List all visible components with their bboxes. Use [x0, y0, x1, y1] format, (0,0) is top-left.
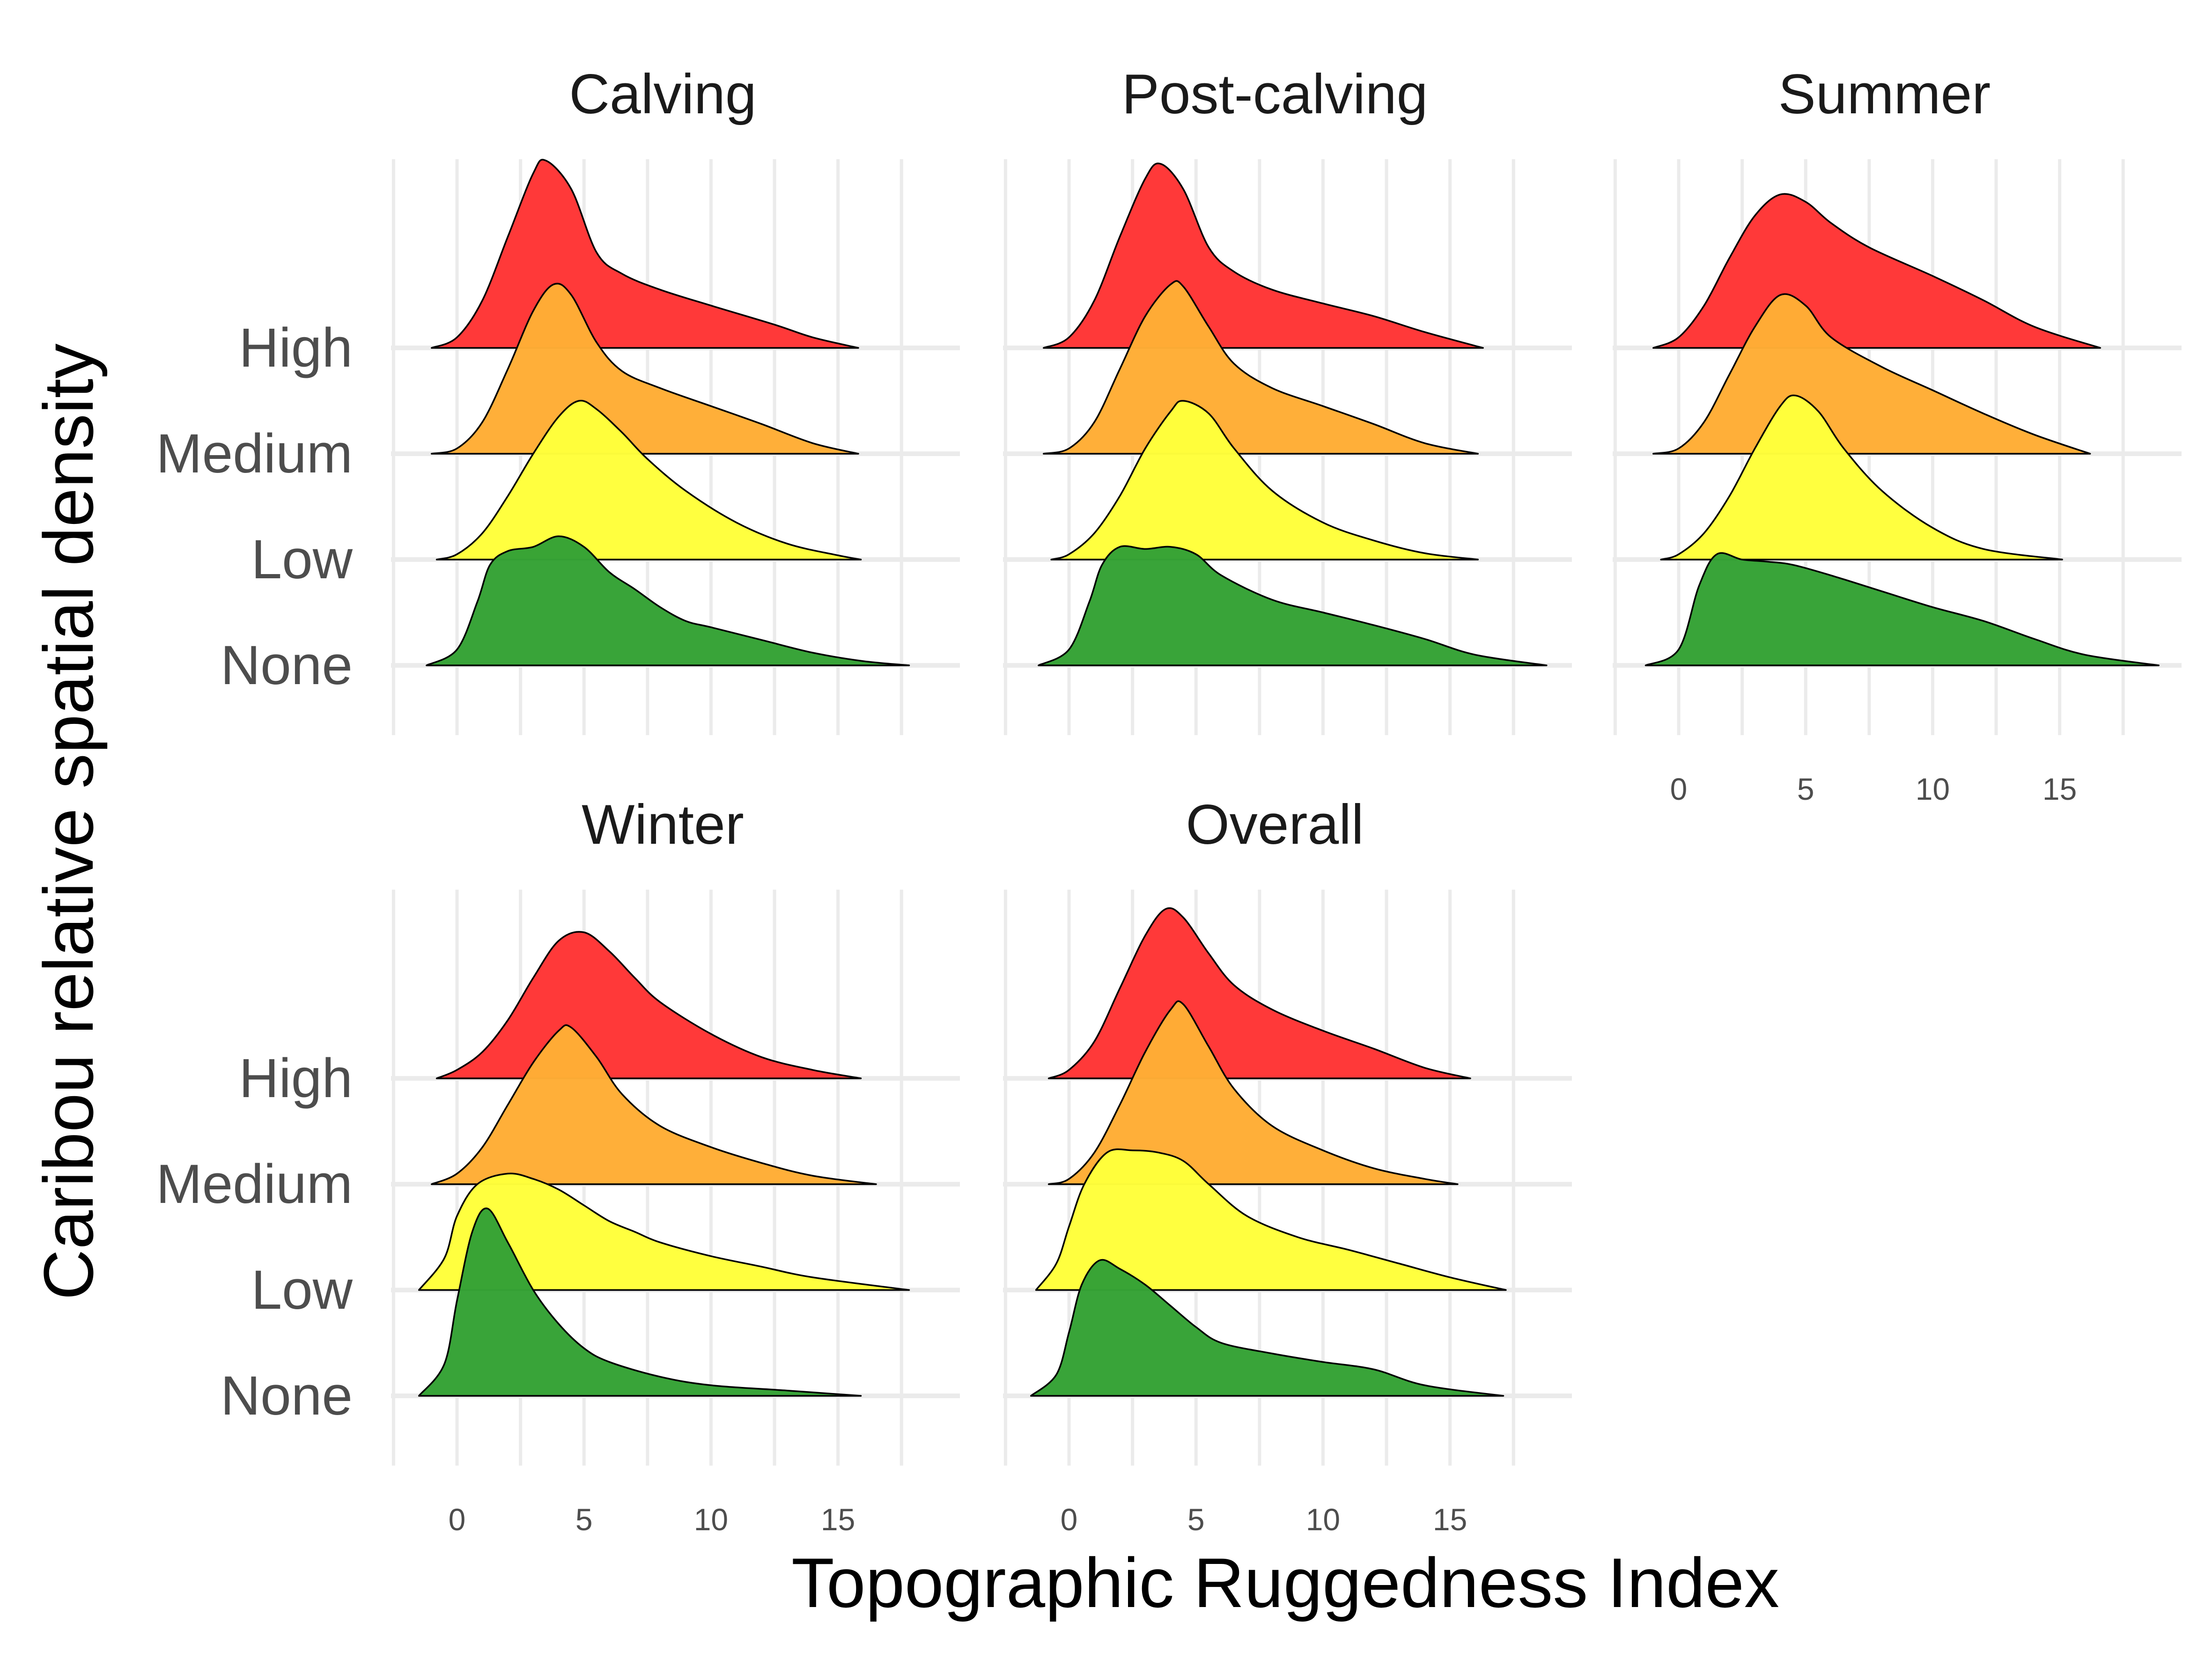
y-tick-label-medium: Medium: [156, 1153, 353, 1215]
x-tick-label: 10: [694, 1502, 728, 1537]
panel-winter: Winter None Low Medium High 0 5 10 15: [156, 793, 960, 1537]
y-tick-label-high: High: [239, 317, 353, 379]
ridge-calving-none: [426, 535, 910, 666]
panel-title-post-calving: Post-calving: [1122, 63, 1428, 125]
panels-layer: Calving None Low Medium High Post-calving Summ…: [156, 63, 2182, 1537]
ridge-summer-medium: [1652, 293, 2091, 455]
ridge-summer-high: [1652, 193, 2101, 349]
y-tick-label-low: Low: [251, 529, 353, 590]
panel-calving: Calving None Low Medium High: [156, 63, 960, 735]
panel-post-calving: Post-calving: [1003, 63, 1572, 735]
panel-title-winter: Winter: [582, 793, 744, 856]
x-tick-label: 0: [449, 1502, 466, 1537]
x-tick-label: 15: [1433, 1502, 1467, 1537]
ridge-winter-medium: [431, 1024, 877, 1185]
panel-title-summer: Summer: [1778, 63, 1991, 125]
x-tick-label: 10: [1916, 772, 1950, 806]
ridge-post-calving-medium: [1043, 280, 1479, 455]
x-tick-label: 15: [2042, 772, 2077, 806]
panel-title-overall: Overall: [1186, 793, 1364, 856]
ridge-winter-high: [435, 931, 862, 1079]
ridge-overall-low: [1035, 1148, 1507, 1291]
y-tick-label-none: None: [221, 1365, 353, 1427]
ridge-summer-low: [1660, 394, 2063, 560]
y-tick-label-none: None: [221, 634, 353, 696]
ridge-post-calving-none: [1038, 545, 1548, 666]
x-tick-label: 15: [821, 1502, 855, 1537]
ridge-winter-low: [418, 1172, 910, 1291]
ridge-summer-none: [1644, 552, 2160, 666]
ridge-overall-medium: [1047, 1000, 1459, 1185]
ridge-overall-none: [1030, 1259, 1504, 1397]
ridge-winter-none: [418, 1207, 862, 1397]
y-tick-label-high: High: [239, 1047, 353, 1109]
panel-overall: Overall 0 5 10 15: [1003, 793, 1572, 1537]
x-tick-label: 5: [1797, 772, 1814, 806]
x-tick-label: 5: [1187, 1502, 1205, 1537]
ridge-post-calving-high: [1043, 162, 1484, 349]
ridge-calving-low: [435, 399, 862, 560]
x-tick-label: 5: [575, 1502, 593, 1537]
panel-summer: Summer 0 5 10 15: [1613, 63, 2182, 806]
x-tick-label: 0: [1061, 1502, 1078, 1537]
ridge-post-calving-low: [1050, 400, 1479, 560]
y-tick-label-medium: Medium: [156, 423, 353, 485]
x-tick-label: 10: [1306, 1502, 1340, 1537]
panel-title-calving: Calving: [569, 63, 756, 125]
x-axis-title: Topographic Ruggedness Index: [791, 1543, 1779, 1622]
y-axis-title: Caribou relative spatial density: [29, 344, 108, 1300]
ridge-calving-high: [431, 159, 859, 349]
y-tick-label-low: Low: [251, 1259, 353, 1321]
x-tick-label: 0: [1670, 772, 1688, 806]
ridge-calving-medium: [431, 282, 859, 455]
